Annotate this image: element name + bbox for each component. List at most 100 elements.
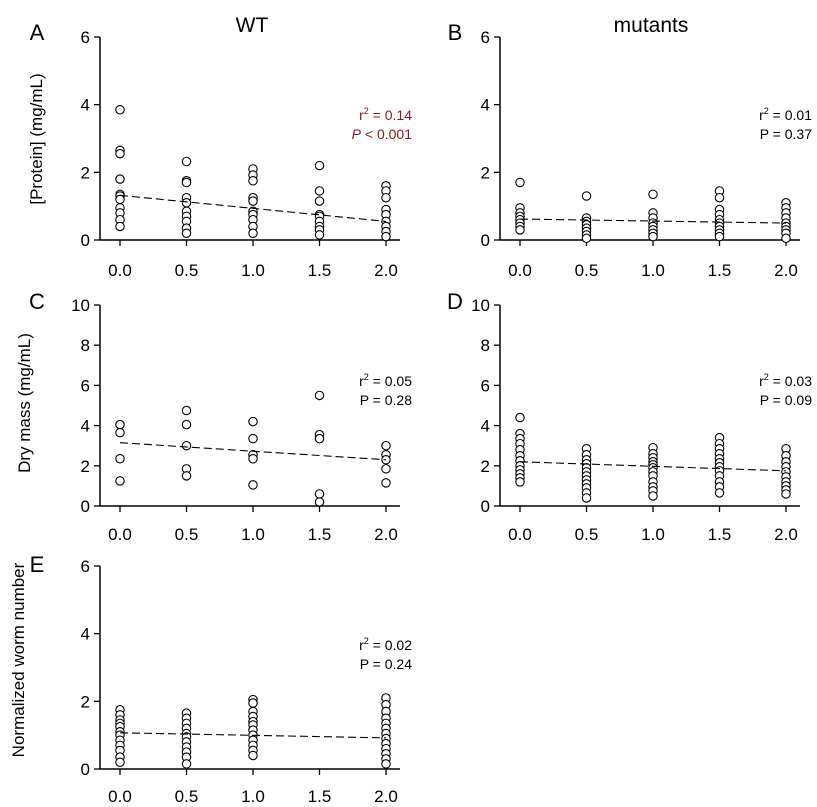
data-point-a xyxy=(181,156,192,167)
y-tick-label-d: 8 xyxy=(481,336,490,355)
data-point-b xyxy=(581,191,592,201)
p-symbol: P xyxy=(360,656,369,672)
data-point-a xyxy=(381,192,391,203)
x-tick-label-b: 0.5 xyxy=(575,261,599,280)
r-symbol: r xyxy=(359,107,364,123)
y-axis-label-c: Dry mass (mg/mL) xyxy=(15,333,34,473)
data-point-c xyxy=(248,454,258,464)
y-tick-label-d: 2 xyxy=(481,457,490,476)
column-title-wt: WT xyxy=(236,14,269,37)
r-squared-text-b: r2 = 0.01 xyxy=(759,106,812,123)
trend-line-d xyxy=(519,461,787,472)
data-point-a xyxy=(248,176,258,186)
x-tick-label-c: 0.0 xyxy=(108,525,132,544)
r-squared-text-d: r2 = 0.03 xyxy=(759,372,812,389)
data-point-e xyxy=(115,757,125,767)
y-tick-label-e: 2 xyxy=(81,692,90,711)
data-point-b xyxy=(714,231,725,242)
data-point-c xyxy=(314,390,325,401)
x-tick-label-d: 0.0 xyxy=(508,525,532,544)
column-title-mutants: mutants xyxy=(614,14,689,37)
data-point-c xyxy=(381,478,391,488)
p-value: = 0.28 xyxy=(369,392,412,408)
x-tick-label-e: 0.5 xyxy=(175,787,199,806)
y-tick-label-c: 0 xyxy=(81,497,90,516)
r-symbol: r xyxy=(359,373,364,389)
y-tick-label-c: 2 xyxy=(81,457,90,476)
x-tick-label-e: 1.0 xyxy=(241,787,265,806)
data-point-c xyxy=(314,489,325,499)
data-point-b xyxy=(781,233,791,244)
x-tick-label-c: 1.0 xyxy=(241,525,265,544)
data-point-c xyxy=(248,480,258,490)
data-point-a xyxy=(115,174,125,184)
data-point-c xyxy=(181,471,192,481)
trend-line-b xyxy=(519,218,787,224)
panel-label-d: D xyxy=(447,289,463,314)
x-tick-label-d: 2.0 xyxy=(774,525,798,544)
y-tick-label-e: 0 xyxy=(81,760,90,779)
data-point-d xyxy=(781,489,791,499)
trend-line-a xyxy=(119,194,387,222)
x-tick-label-d: 1.5 xyxy=(708,525,732,544)
r-value: = 0.01 xyxy=(769,107,812,123)
y-tick-label-b: 2 xyxy=(481,163,490,182)
x-tick-label-d: 0.5 xyxy=(575,525,599,544)
y-tick-label-c: 8 xyxy=(81,336,90,355)
x-tick-label-e: 2.0 xyxy=(374,787,398,806)
x-tick-label-a: 0.0 xyxy=(108,261,132,280)
y-tick-label-b: 6 xyxy=(481,28,490,47)
y-tick-label-a: 2 xyxy=(81,163,90,182)
p-symbol: P xyxy=(360,392,369,408)
x-tick-label-c: 0.5 xyxy=(175,525,199,544)
r-value: = 0.03 xyxy=(769,373,812,389)
data-point-a xyxy=(181,198,192,208)
p-symbol: P xyxy=(760,126,769,142)
r-symbol: r xyxy=(359,637,364,653)
data-point-b xyxy=(515,177,525,188)
data-point-d xyxy=(515,477,525,487)
data-point-a xyxy=(248,228,258,238)
data-point-a xyxy=(181,177,192,188)
data-point-a xyxy=(115,104,125,115)
y-tick-label-a: 0 xyxy=(81,231,90,250)
data-point-b xyxy=(581,233,592,244)
p-value-text-e: P = 0.24 xyxy=(360,656,413,672)
x-tick-label-e: 0.0 xyxy=(108,787,132,806)
r-superscript: 2 xyxy=(764,106,769,116)
r-squared-text-c: r2 = 0.05 xyxy=(359,372,412,389)
x-tick-label-c: 2.0 xyxy=(374,525,398,544)
data-point-a xyxy=(314,186,325,196)
y-tick-label-d: 6 xyxy=(481,376,490,395)
panels-container: A [Protein] (mg/mL) 0 2 4 6 0.0 0.5 1.0 1.5 2.0 r2 … xyxy=(9,20,812,806)
data-point-c xyxy=(115,427,125,438)
r-superscript: 2 xyxy=(764,372,769,382)
data-point-c xyxy=(181,440,192,451)
p-value: = 0.37 xyxy=(769,126,812,142)
data-point-a xyxy=(314,160,325,171)
data-point-c xyxy=(248,416,258,427)
r-squared-text-a: r2 = 0.14 xyxy=(359,106,412,123)
x-tick-label-d: 1.0 xyxy=(641,525,665,544)
data-point-e xyxy=(181,759,192,769)
data-point-c xyxy=(181,419,192,430)
x-tick-label-a: 1.5 xyxy=(308,261,332,280)
y-tick-label-d: 10 xyxy=(471,296,490,315)
r-symbol: r xyxy=(759,107,764,123)
y-axis-label-a: [Protein] (mg/mL) xyxy=(27,73,46,204)
y-tick-label-b: 0 xyxy=(481,231,490,250)
r-value: = 0.02 xyxy=(369,637,412,653)
data-point-c xyxy=(248,433,258,444)
panel-label-c: C xyxy=(29,289,45,314)
data-point-b xyxy=(515,225,525,235)
r-value: = 0.14 xyxy=(369,107,412,123)
trend-line-c xyxy=(119,442,387,461)
data-point-e xyxy=(248,750,258,761)
x-tick-label-b: 0.0 xyxy=(508,261,532,280)
p-value: < 0.001 xyxy=(361,126,412,142)
y-tick-label-a: 6 xyxy=(81,28,90,47)
r-value: = 0.05 xyxy=(369,373,412,389)
x-tick-label-c: 1.5 xyxy=(308,525,332,544)
p-value: = 0.09 xyxy=(769,392,812,408)
